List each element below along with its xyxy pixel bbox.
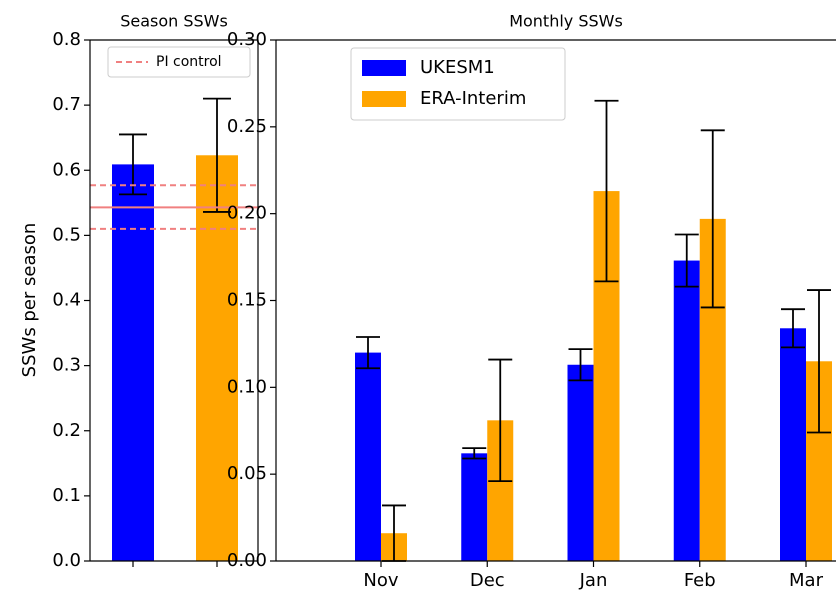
bar: [780, 328, 806, 561]
x-tick-label: Feb: [684, 570, 716, 591]
y-tick-label: 0.15: [227, 290, 267, 311]
x-tick-label: Dec: [470, 570, 505, 591]
legend-label: PI control: [156, 54, 222, 70]
y-tick-label: 0.5: [52, 224, 81, 245]
y-tick-label: 0.8: [52, 29, 81, 50]
legend-label: UKESM1: [420, 57, 495, 78]
legend-swatch: [362, 91, 406, 107]
bar: [196, 155, 238, 562]
y-tick-label: 0.3: [52, 355, 81, 376]
legend-box: [107, 46, 251, 78]
x-tick-label: Jan: [579, 570, 608, 591]
x-tick-label: Mar: [789, 570, 824, 591]
y-tick-label: 0.00: [227, 550, 267, 571]
bar: [567, 364, 594, 561]
y-tick-label: 0.4: [52, 290, 81, 311]
x-tick-label: Nov: [363, 570, 398, 591]
bar: [112, 164, 154, 562]
y-tick-label: 0.2: [52, 420, 81, 441]
y-axis-label: SSWs per season: [19, 223, 40, 378]
y-tick-label: 0.20: [227, 203, 267, 224]
y-tick-label: 0.7: [52, 94, 81, 115]
panel: [90, 97, 258, 567]
bar: [461, 453, 488, 561]
legend-label: ERA-Interim: [420, 88, 526, 109]
panel-title: Monthly SSWs: [509, 12, 623, 31]
y-tick-label: 0.6: [52, 159, 81, 180]
y-tick-label: 0.30: [227, 29, 267, 50]
y-tick-label: 0.25: [227, 116, 267, 137]
y-tick-label: 0.0: [52, 550, 81, 571]
bar: [673, 260, 700, 561]
bar: [355, 352, 381, 561]
panel-title: Season SSWs: [120, 12, 228, 31]
legend-swatch: [362, 60, 406, 76]
y-tick-label: 0.10: [227, 376, 267, 397]
y-tick-label: 0.05: [227, 463, 267, 484]
y-tick-label: 0.1: [52, 485, 81, 506]
panel: Nov Dec Jan Feb Mar: [355, 99, 832, 591]
